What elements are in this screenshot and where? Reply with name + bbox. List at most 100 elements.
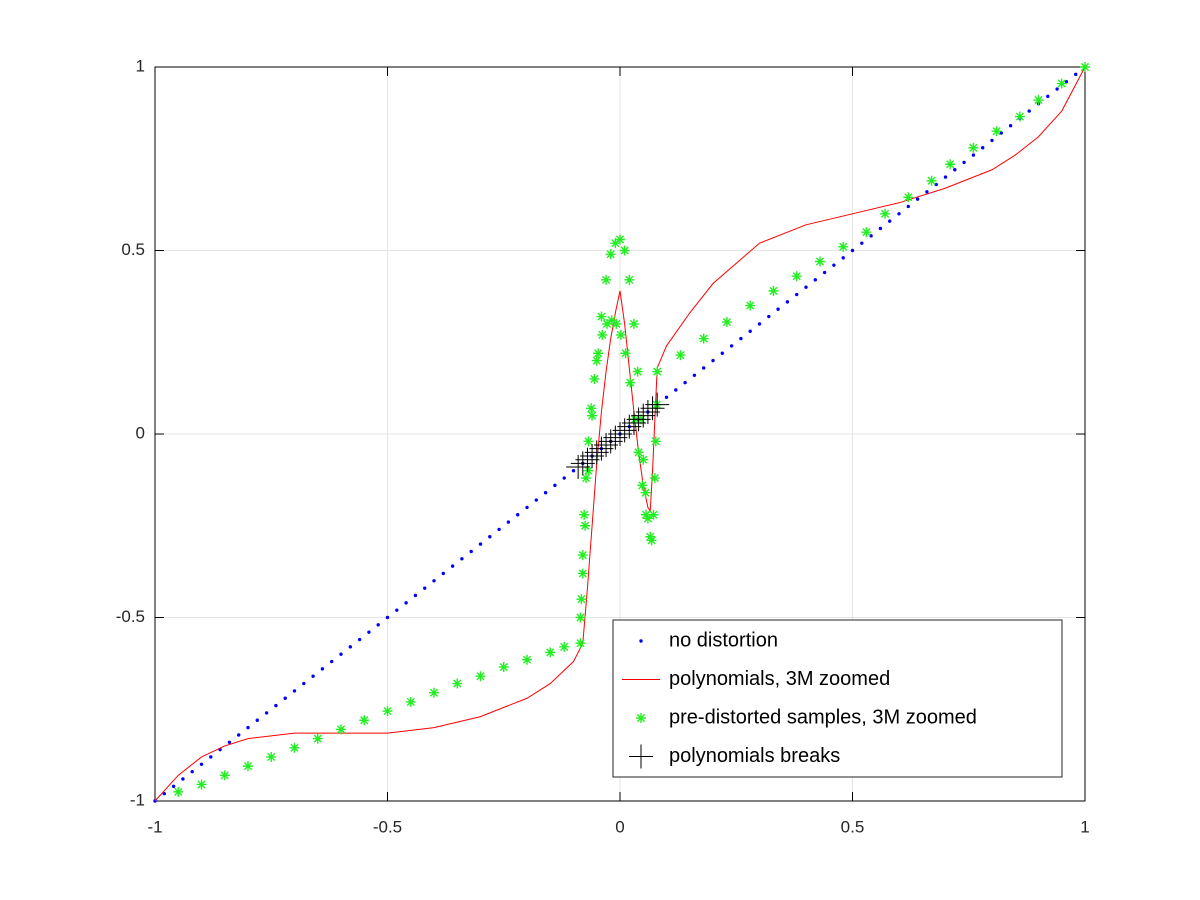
- star-marker: [620, 348, 631, 359]
- dot-marker: [1055, 87, 1059, 91]
- star-marker: [601, 318, 612, 329]
- dot-marker: [330, 659, 334, 664]
- star-marker: [475, 671, 486, 682]
- dot-marker: [460, 557, 464, 561]
- dot-marker: [748, 329, 752, 333]
- star-marker: [576, 594, 587, 605]
- dot-marker: [664, 395, 669, 399]
- dot-marker: [850, 248, 855, 253]
- star-marker: [624, 274, 635, 285]
- y-tick-label: -0.5: [116, 607, 145, 626]
- star-marker: [196, 779, 207, 790]
- dot-marker: [795, 292, 799, 297]
- star-marker: [637, 480, 648, 491]
- dot-marker: [237, 733, 241, 737]
- star-marker: [359, 715, 370, 726]
- star-marker: [991, 126, 1002, 137]
- dot-marker: [1027, 109, 1031, 113]
- dot-marker: [404, 601, 408, 605]
- star-marker: [903, 192, 914, 203]
- dot-marker: [441, 571, 445, 576]
- star-marker: [791, 271, 802, 282]
- legend-box: [612, 619, 1063, 778]
- dot-marker: [711, 358, 715, 363]
- star-marker: [575, 612, 586, 623]
- star-marker: [611, 318, 622, 329]
- dot-marker: [888, 219, 892, 223]
- x-tick-label: -0.5: [373, 817, 402, 836]
- star-marker: [586, 403, 597, 414]
- dot-marker: [357, 637, 362, 642]
- star-marker: [266, 751, 277, 762]
- star-marker: [646, 535, 657, 546]
- plus-marker: [580, 444, 605, 469]
- legend-label: pre-distorted samples, 3M zoomed: [669, 706, 977, 728]
- dot-marker: [199, 762, 204, 766]
- dot-marker: [385, 615, 390, 620]
- dot-marker: [702, 366, 706, 370]
- star-marker: [628, 318, 639, 329]
- star-marker: [1080, 62, 1090, 72]
- dot-marker: [543, 491, 548, 495]
- dot-marker: [246, 725, 250, 730]
- star-marker: [619, 245, 630, 256]
- star-marker: [625, 377, 636, 388]
- dot-marker: [943, 175, 948, 179]
- dot-marker: [227, 740, 232, 744]
- star-marker: [880, 208, 891, 219]
- dot-marker: [925, 190, 929, 194]
- dot-marker: [264, 711, 269, 715]
- plus-marker: [594, 433, 619, 458]
- dot-marker: [915, 197, 920, 201]
- dot-marker: [255, 718, 259, 722]
- dot-marker: [562, 476, 566, 480]
- star-marker: [597, 329, 608, 340]
- dot-marker: [516, 513, 520, 517]
- star-marker: [545, 647, 556, 658]
- plus-marker: [575, 447, 600, 472]
- dot-marker: [413, 593, 418, 598]
- star-marker: [405, 696, 416, 707]
- legend: no distortion polynomials, 3M zoomed pre-d…: [612, 619, 1063, 778]
- star-marker: [289, 742, 300, 753]
- plus-marker: [617, 414, 642, 439]
- star-marker: [522, 654, 532, 665]
- star-marker: [633, 447, 644, 458]
- star-marker: [589, 373, 600, 384]
- dot-marker: [274, 703, 278, 708]
- star-marker: [838, 241, 849, 252]
- dot-marker: [953, 168, 957, 172]
- dot-marker: [739, 336, 743, 341]
- star-marker: [429, 687, 439, 698]
- x-tick-label: 0.5: [841, 817, 865, 836]
- plus-marker: [621, 410, 646, 435]
- dot-marker: [897, 212, 901, 216]
- y-tick-label: -1: [130, 790, 145, 809]
- dot-marker: [348, 645, 352, 649]
- plus-marker: [566, 455, 591, 480]
- star-marker: [591, 355, 602, 366]
- plus-marker: [603, 425, 628, 450]
- y-tick-label: 1: [136, 56, 145, 75]
- dot-marker: [720, 351, 724, 355]
- dot-marker: [209, 755, 213, 759]
- dot-marker: [376, 623, 380, 627]
- dot-marker: [999, 131, 1003, 135]
- legend-label: polynomials breaks: [669, 745, 840, 767]
- star-marker: [312, 733, 323, 744]
- star-marker: [675, 350, 686, 361]
- dot-marker: [990, 138, 994, 143]
- legend-label: polynomials, 3M zoomed: [669, 668, 890, 690]
- star-marker: [745, 300, 756, 311]
- plus-marker: [640, 396, 665, 421]
- star-marker: [1033, 95, 1044, 106]
- star-marker: [587, 410, 598, 421]
- dot-marker: [692, 373, 697, 377]
- dot-marker: [553, 483, 557, 488]
- star-marker: [593, 348, 604, 359]
- star-marker: [814, 256, 825, 267]
- star-marker: [698, 333, 709, 344]
- x-tick-label: 0: [615, 817, 624, 836]
